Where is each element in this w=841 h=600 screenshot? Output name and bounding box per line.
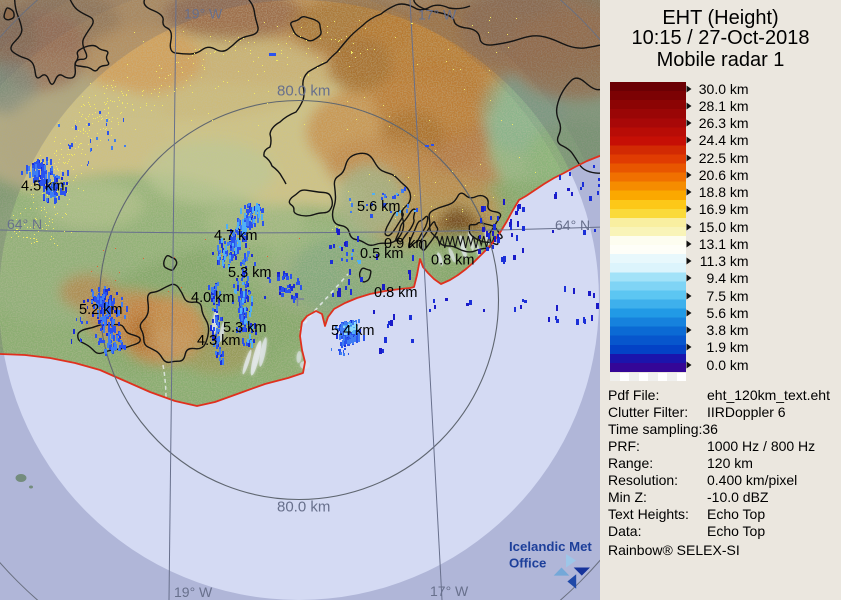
svg-text:5.3 km: 5.3 km — [228, 265, 272, 281]
svg-text:4.0 km: 4.0 km — [191, 290, 235, 306]
svg-text:80.0 km: 80.0 km — [277, 499, 330, 516]
svg-text:19° W: 19° W — [174, 584, 213, 600]
svg-text:17° W: 17° W — [418, 7, 457, 23]
svg-text:4.7 km: 4.7 km — [214, 228, 258, 244]
svg-text:64° N: 64° N — [7, 216, 42, 232]
svg-text:0.8 km: 0.8 km — [374, 285, 418, 301]
svg-text:0.5 km: 0.5 km — [360, 246, 404, 262]
svg-text:0.8 km: 0.8 km — [431, 253, 475, 269]
svg-text:64° N: 64° N — [555, 217, 590, 233]
svg-text:80.0 km: 80.0 km — [277, 83, 330, 100]
svg-text:19° W: 19° W — [184, 6, 223, 22]
svg-text:5.3 km: 5.3 km — [223, 320, 267, 336]
svg-text:0.9 km: 0.9 km — [384, 236, 428, 252]
svg-text:Office: Office — [509, 556, 546, 571]
svg-text:4.5 km: 4.5 km — [21, 179, 65, 195]
svg-text:5.4 km: 5.4 km — [331, 323, 375, 339]
svg-text:4.3 km: 4.3 km — [197, 333, 241, 349]
svg-text:Icelandic Met: Icelandic Met — [509, 539, 592, 554]
svg-text:5.2 km: 5.2 km — [79, 302, 123, 318]
svg-text:5.6 km: 5.6 km — [357, 199, 401, 215]
svg-text:17° W: 17° W — [430, 583, 469, 599]
